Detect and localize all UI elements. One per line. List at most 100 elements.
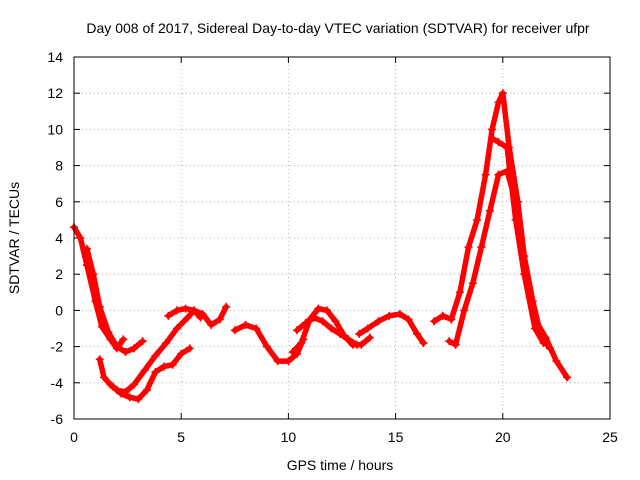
data-point-marker [552,357,561,366]
data-point-marker [477,243,486,252]
data-point-marker [530,324,539,333]
data-point-marker [183,313,192,322]
data-point-marker [460,306,469,315]
x-tick-label: 20 [495,429,511,445]
data-point-marker [108,382,117,391]
data-point-marker [355,329,364,338]
data-point-marker [494,98,503,107]
y-axis-label: SDTVAR / TECUs [6,182,22,294]
y-tick-label: 0 [55,302,63,318]
data-point-marker [545,344,554,353]
data-point-marker [95,302,104,311]
y-tick-label: -4 [51,375,64,391]
series-pass-6 [230,320,308,366]
x-tick-label: 10 [281,429,297,445]
data-point-marker [151,351,160,360]
data-point-marker [318,317,327,326]
data-point-marker [130,380,139,389]
data-point-marker [445,337,454,346]
data-point-marker [172,324,181,333]
data-point-marker [430,317,439,326]
data-point-marker [89,270,98,279]
y-tick-label: -2 [51,339,64,355]
data-point-marker [310,313,319,322]
data-point-marker [162,338,171,347]
data-point-marker [498,89,507,98]
series-trace [294,314,360,348]
data-point-marker [262,342,271,351]
data-point-marker [140,366,149,375]
series-pass-2 [82,244,147,357]
data-point-marker [76,234,85,242]
data-point-marker [344,335,353,344]
y-tick-label: 12 [47,85,63,101]
y-tick-label: 14 [47,49,63,65]
plot-frame [73,56,611,420]
data-point-marker [485,206,494,215]
data-point-marker [539,338,548,347]
series-pass-8 [292,313,362,349]
data-point-marker [185,344,194,353]
data-point-marker [112,342,121,351]
data-point-marker [292,326,301,335]
chart-title: Day 008 of 2017, Sidereal Day-to-day VTE… [86,20,590,36]
data-point-marker [196,313,205,322]
data-point-marker [301,319,310,328]
data-point-marker [181,304,190,313]
y-tick-label: 10 [47,121,63,137]
data-point-marker [164,311,173,320]
data-point-marker [335,329,344,338]
data-point-marker [172,306,181,315]
data-point-marker [117,389,126,398]
data-point-marker [177,349,186,358]
data-point-marker [215,315,224,324]
data-point-marker [134,395,143,404]
series-trace [431,90,570,381]
data-point-marker [363,324,372,333]
data-point-marker [520,270,529,279]
data-point-marker [494,170,503,179]
data-point-marker [82,244,91,253]
data-point-marker [222,302,231,311]
data-point-marker [288,348,297,357]
data-point-marker [322,306,331,315]
series-pass-5 [164,304,205,322]
data-point-marker [160,362,169,371]
data-point-marker [473,215,482,224]
data-point-marker [404,315,413,324]
data-point-marker [563,373,572,382]
data-point-marker [100,373,109,382]
data-point-marker [488,125,497,134]
grid-lines [74,57,610,419]
data-point-marker [374,317,383,326]
data-point-marker [273,357,282,366]
x-tick-label: 5 [177,429,185,445]
data-point-marker [241,320,250,329]
series-trace [109,345,193,402]
data-point-marker [95,355,104,364]
data-series [70,89,572,404]
data-point-marker [503,143,512,152]
series-pass-9 [355,310,428,347]
data-point-marker [395,310,404,319]
y-tick-label: 8 [55,158,63,174]
data-point-marker [314,304,323,313]
data-point-marker [121,348,130,357]
data-point-marker [190,306,199,315]
data-point-marker [327,324,336,333]
data-point-marker [419,338,428,347]
data-point-marker [104,328,113,337]
data-point-marker [119,335,128,344]
x-tick-label: 25 [602,429,618,445]
data-point-marker [455,288,464,297]
data-point-marker [252,324,261,333]
data-point-marker [511,215,520,224]
data-point-marker [494,138,503,147]
series-pass-4 [108,344,194,404]
data-point-marker [365,333,374,342]
x-tick-label: 0 [70,429,78,445]
data-point-marker [451,340,460,349]
x-axis-label: GPS time / hours [287,457,394,473]
data-point-marker [130,344,139,353]
